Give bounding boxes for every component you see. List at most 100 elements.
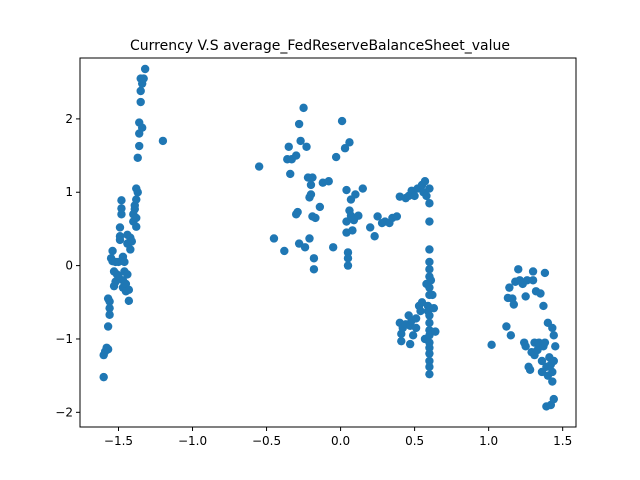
data-point <box>528 267 538 276</box>
y-axis: −2 −1 0 1 2 <box>55 112 80 419</box>
data-point <box>293 207 302 217</box>
data-point <box>425 318 434 328</box>
data-point <box>294 119 304 129</box>
data-point <box>410 191 419 201</box>
data-point <box>536 289 545 298</box>
data-point <box>105 297 114 306</box>
data-point <box>324 177 333 186</box>
data-point <box>117 204 126 213</box>
data-point <box>299 103 308 113</box>
data-point <box>525 365 535 374</box>
data-point <box>509 300 519 309</box>
data-point <box>133 153 142 162</box>
data-point <box>514 265 523 274</box>
data-point <box>117 196 126 205</box>
data-point <box>342 217 351 226</box>
data-point <box>392 212 402 221</box>
data-point <box>522 276 532 285</box>
data-point <box>306 190 316 199</box>
data-point <box>540 338 550 347</box>
data-point <box>135 141 144 151</box>
data-point <box>425 217 434 226</box>
chart-title: Currency V.S average_FedReserveBalanceSh… <box>130 38 510 54</box>
data-point <box>132 222 141 231</box>
data-point <box>348 226 357 235</box>
data-point <box>537 356 547 366</box>
data-point <box>305 234 314 243</box>
x-tick-label: −0.5 <box>252 434 281 448</box>
data-point <box>397 336 406 346</box>
data-point <box>309 265 319 274</box>
data-point <box>309 254 319 263</box>
data-point <box>425 356 434 366</box>
y-tick-label: 2 <box>65 112 73 126</box>
data-point <box>548 377 557 386</box>
data-point <box>425 184 434 193</box>
data-point <box>302 142 311 151</box>
data-point <box>124 296 134 306</box>
data-point <box>366 223 375 232</box>
data-point <box>115 223 125 232</box>
data-point <box>425 369 434 379</box>
data-point <box>158 136 168 146</box>
x-tick-label: 0.5 <box>405 434 424 448</box>
data-point <box>133 188 142 197</box>
data-point <box>132 213 141 223</box>
data-point <box>291 151 301 160</box>
data-point <box>140 64 150 74</box>
data-point <box>108 246 117 256</box>
data-point <box>315 202 325 212</box>
data-point <box>123 270 132 279</box>
data-point <box>528 276 538 285</box>
x-axis: −1.5 −1.0 −0.5 0.0 0.5 1.0 1.5 <box>104 427 572 448</box>
data-point <box>431 327 440 336</box>
data-point <box>354 211 363 220</box>
data-point <box>539 301 548 311</box>
data-point <box>254 162 264 171</box>
data-point <box>422 191 431 201</box>
data-point <box>308 173 317 182</box>
data-point <box>408 331 418 340</box>
data-point <box>136 97 145 107</box>
data-point <box>117 210 126 219</box>
x-tick-label: 0.0 <box>331 434 350 448</box>
data-point <box>127 237 137 246</box>
data-point <box>502 322 511 331</box>
data-point <box>425 283 434 292</box>
data-point <box>139 74 148 83</box>
data-point <box>540 268 550 278</box>
y-tick-label: 0 <box>65 259 73 273</box>
data-point <box>505 283 514 292</box>
plot-frame <box>79 57 577 428</box>
data-point <box>269 234 279 243</box>
data-point <box>425 362 434 372</box>
data-points <box>99 64 560 411</box>
data-point <box>405 339 415 349</box>
x-tick-label: 1.0 <box>479 434 498 448</box>
data-point <box>103 345 113 354</box>
data-point <box>340 144 350 153</box>
data-point <box>549 331 558 340</box>
data-point <box>358 184 367 193</box>
data-point <box>132 195 141 204</box>
data-point <box>306 180 316 190</box>
data-point <box>549 394 558 404</box>
data-point <box>296 136 305 146</box>
data-point <box>425 245 434 254</box>
data-point <box>99 372 108 382</box>
data-point <box>105 303 114 313</box>
data-point <box>300 243 310 252</box>
data-point <box>428 290 437 300</box>
data-point <box>411 323 421 333</box>
data-point <box>551 342 560 351</box>
data-point <box>137 123 147 132</box>
data-point <box>411 314 421 323</box>
data-point <box>124 285 134 295</box>
data-point <box>343 248 353 257</box>
data-point <box>425 265 434 274</box>
x-tick-label: −1.0 <box>178 434 207 448</box>
data-point <box>549 356 558 366</box>
data-point <box>343 254 353 263</box>
